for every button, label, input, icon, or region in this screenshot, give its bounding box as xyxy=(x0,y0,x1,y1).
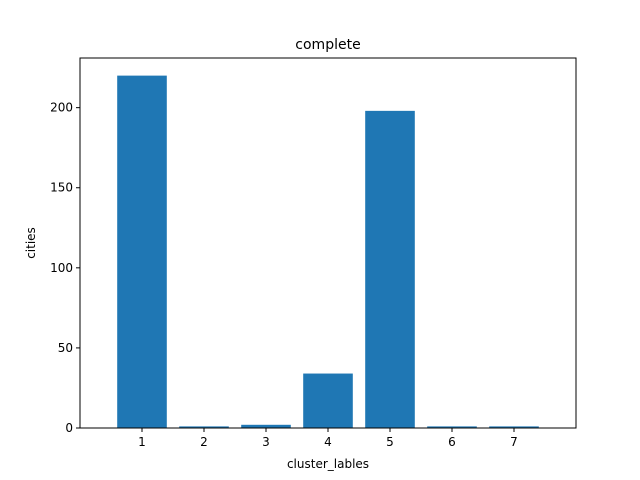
bars-group xyxy=(117,75,539,428)
x-tick-label: 2 xyxy=(200,435,208,449)
x-tick-label: 4 xyxy=(324,435,332,449)
y-tick-label: 50 xyxy=(58,341,73,355)
bar-cluster-1 xyxy=(117,75,167,428)
x-tick-label: 7 xyxy=(510,435,518,449)
x-axis-ticks: 1 2 3 4 5 6 7 xyxy=(138,428,518,449)
bar-cluster-5 xyxy=(365,110,415,428)
bar-cluster-7 xyxy=(489,426,539,428)
y-axis-label: cities xyxy=(24,227,38,259)
y-tick-label: 0 xyxy=(65,421,73,435)
y-tick-label: 100 xyxy=(50,261,73,275)
chart-title: complete xyxy=(295,37,360,53)
x-tick-label: 1 xyxy=(138,435,146,449)
y-axis-ticks: 0 50 100 150 200 xyxy=(50,101,80,435)
x-tick-label: 6 xyxy=(448,435,456,449)
bar-cluster-4 xyxy=(303,373,353,428)
plot-frame xyxy=(79,57,577,429)
y-tick-label: 150 xyxy=(50,181,73,195)
bar-cluster-2 xyxy=(179,426,229,428)
bar-cluster-6 xyxy=(427,426,477,428)
x-axis-label: cluster_lables xyxy=(287,457,369,471)
y-tick-label: 200 xyxy=(50,101,73,115)
x-tick-label: 5 xyxy=(386,435,394,449)
x-tick-label: 3 xyxy=(262,435,270,449)
bar-cluster-3 xyxy=(241,424,291,428)
